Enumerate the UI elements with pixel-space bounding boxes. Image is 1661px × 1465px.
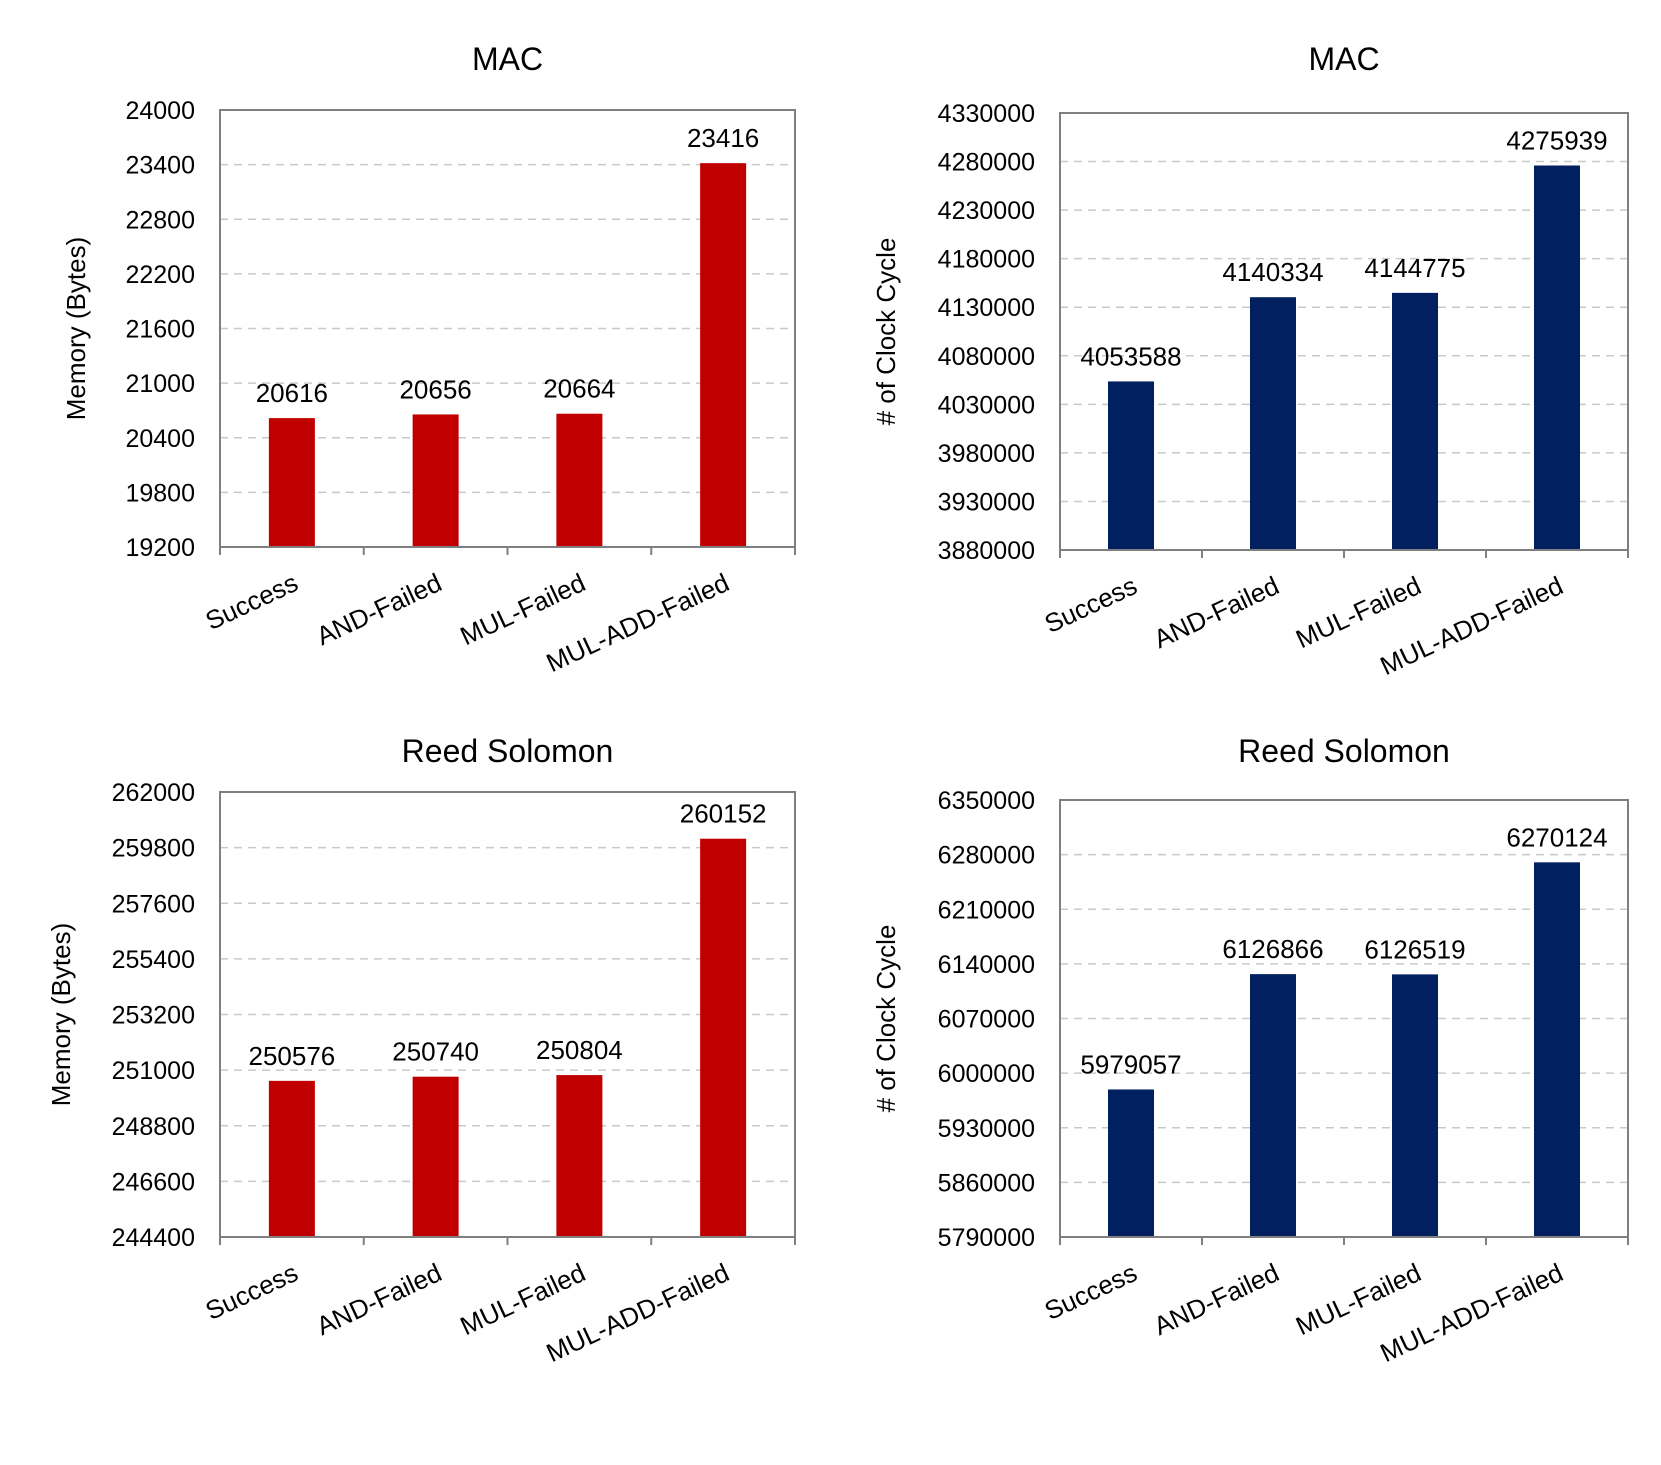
chart-title: Reed Solomon bbox=[402, 733, 614, 769]
chart-mac-memory: MAC 19200 19800 20400 21000 21600 22200 22800 23… bbox=[61, 41, 796, 678]
bar-value-label: 4275939 bbox=[1506, 125, 1607, 155]
y-tick-label: 3930000 bbox=[938, 488, 1035, 516]
y-tick-label: 5860000 bbox=[938, 1169, 1035, 1197]
y-tick-label: 4230000 bbox=[938, 197, 1035, 225]
y-tick-label: 4180000 bbox=[938, 246, 1035, 274]
bar bbox=[700, 838, 747, 1237]
y-axis-label: # of Clock Cycle bbox=[871, 925, 901, 1113]
y-tick-label: 20400 bbox=[125, 425, 195, 453]
x-category-label: Success bbox=[1040, 570, 1142, 639]
bar bbox=[556, 1075, 603, 1237]
y-tick-label: 4280000 bbox=[938, 149, 1035, 177]
y-tick-label: 251000 bbox=[112, 1057, 195, 1085]
y-tick-label: 22800 bbox=[125, 206, 195, 234]
y-tick-label: 19200 bbox=[125, 534, 195, 562]
y-tick-label: 6140000 bbox=[938, 951, 1035, 979]
bar bbox=[412, 1076, 459, 1237]
y-tick-label: 262000 bbox=[112, 779, 195, 807]
bar-value-label: 5979057 bbox=[1080, 1049, 1181, 1079]
x-category-label: Success bbox=[201, 1257, 303, 1326]
bar-value-label: 250576 bbox=[248, 1041, 335, 1071]
bar-value-label: 250804 bbox=[536, 1035, 623, 1065]
bar-value-label: 250740 bbox=[392, 1037, 479, 1067]
bar-value-label: 20616 bbox=[256, 378, 328, 408]
y-tick-label: 19800 bbox=[125, 479, 195, 507]
chart-rs-clock: Reed Solomon 5790000 5860000 5930000 6000000… bbox=[871, 733, 1629, 1368]
bar-value-label: 20664 bbox=[543, 374, 615, 404]
bar bbox=[1108, 1089, 1154, 1237]
bar bbox=[1534, 862, 1580, 1237]
bar-value-label: 6126519 bbox=[1364, 934, 1465, 964]
y-tick-label: 6210000 bbox=[938, 896, 1035, 924]
y-tick-label: 255400 bbox=[112, 946, 195, 974]
y-tick-label: 6350000 bbox=[938, 787, 1035, 815]
y-tick-label: 4130000 bbox=[938, 294, 1035, 322]
y-axis-label: Memory (Bytes) bbox=[46, 923, 76, 1106]
y-tick-label: 4080000 bbox=[938, 343, 1035, 371]
chart-rs-memory: Reed Solomon 244400 246600 248800 251000 2532… bbox=[46, 733, 796, 1368]
bar bbox=[268, 418, 315, 547]
y-tick-label: 24000 bbox=[125, 97, 195, 125]
bar bbox=[1392, 974, 1438, 1237]
bar-value-label: 6270124 bbox=[1506, 822, 1607, 852]
bar bbox=[268, 1080, 315, 1237]
y-tick-label: 253200 bbox=[112, 1002, 195, 1030]
y-tick-label: 6280000 bbox=[938, 842, 1035, 870]
bar-value-label: 6126866 bbox=[1222, 934, 1323, 964]
bar-value-label: 4053588 bbox=[1080, 341, 1181, 371]
bar bbox=[1392, 292, 1438, 550]
x-category-label: Success bbox=[201, 567, 303, 636]
x-category-label: Success bbox=[1040, 1257, 1142, 1326]
y-tick-label: 248800 bbox=[112, 1113, 195, 1141]
y-tick-label: 6070000 bbox=[938, 1006, 1035, 1034]
bar-value-label: 4140334 bbox=[1222, 257, 1323, 287]
chart-title: MAC bbox=[1308, 41, 1379, 77]
y-tick-label: 21600 bbox=[125, 316, 195, 344]
bar bbox=[1534, 165, 1580, 550]
y-tick-label: 5930000 bbox=[938, 1115, 1035, 1143]
bar bbox=[1250, 974, 1296, 1237]
y-tick-label: 4330000 bbox=[938, 100, 1035, 128]
chart-title: MAC bbox=[472, 41, 543, 77]
y-tick-label: 21000 bbox=[125, 370, 195, 398]
bar-value-label: 20656 bbox=[399, 374, 471, 404]
x-category-label: AND-Failed bbox=[312, 1257, 446, 1341]
x-category-label: AND-Failed bbox=[1149, 570, 1283, 654]
bar bbox=[412, 414, 459, 547]
bar-value-label: 260152 bbox=[680, 799, 767, 829]
y-tick-label: 22200 bbox=[125, 261, 195, 289]
bar-value-label: 4144775 bbox=[1364, 253, 1465, 283]
bar bbox=[1108, 381, 1154, 550]
y-axis-label: Memory (Bytes) bbox=[61, 237, 91, 420]
x-category-label: AND-Failed bbox=[1149, 1257, 1283, 1341]
bar-value-label: 23416 bbox=[687, 123, 759, 153]
y-tick-label: 3980000 bbox=[938, 440, 1035, 468]
bar bbox=[1250, 297, 1296, 550]
y-tick-label: 4030000 bbox=[938, 391, 1035, 419]
y-tick-label: 5790000 bbox=[938, 1224, 1035, 1252]
y-axis-label: # of Clock Cycle bbox=[871, 238, 901, 426]
y-tick-label: 6000000 bbox=[938, 1060, 1035, 1088]
bar bbox=[700, 163, 747, 547]
x-category-label: AND-Failed bbox=[312, 567, 446, 651]
y-tick-label: 23400 bbox=[125, 152, 195, 180]
bar bbox=[556, 413, 603, 547]
chart-mac-clock: MAC 3880000 3930000 3980000 4030000 4080000 41… bbox=[871, 41, 1629, 681]
y-tick-label: 3880000 bbox=[938, 537, 1035, 565]
y-tick-label: 259800 bbox=[112, 835, 195, 863]
y-tick-label: 246600 bbox=[112, 1168, 195, 1196]
y-tick-label: 244400 bbox=[112, 1224, 195, 1252]
chart-title: Reed Solomon bbox=[1238, 733, 1450, 769]
y-tick-label: 257600 bbox=[112, 890, 195, 918]
